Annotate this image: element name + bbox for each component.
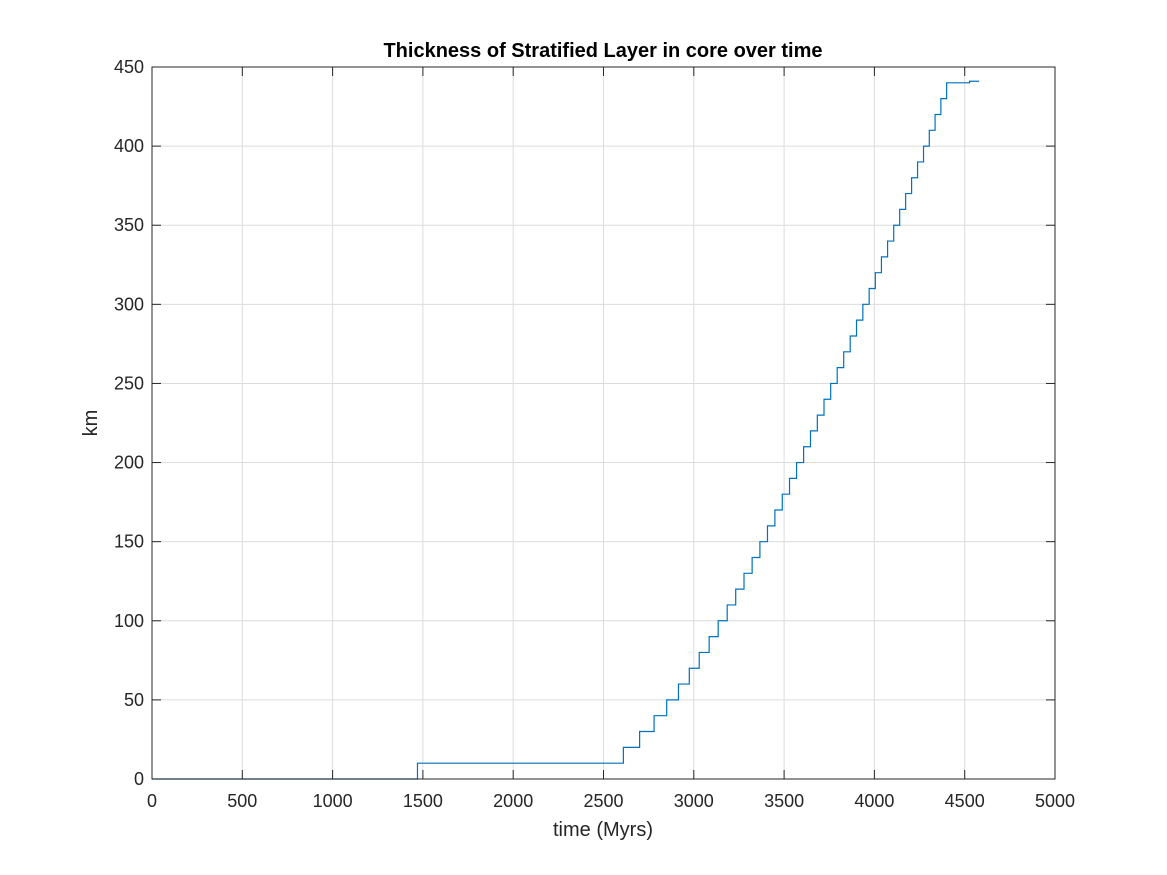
y-tick-label: 400: [114, 136, 144, 156]
x-tick-label: 4000: [854, 791, 894, 811]
x-axis-label: time (Myrs): [553, 819, 653, 841]
y-tick-label: 250: [114, 373, 144, 393]
x-tick-label: 5000: [1035, 791, 1075, 811]
x-tick-label: 3500: [764, 791, 804, 811]
x-tick-label: 1500: [403, 791, 443, 811]
x-axis-ticks: [151, 67, 1056, 779]
y-axis-ticks: [152, 66, 1055, 780]
x-tick-label: 1000: [313, 791, 353, 811]
x-tick-labels: 0 500 1000 1500 2000 2500 3000 3500 4000 4500 5000: [147, 791, 1075, 811]
series-layer: [152, 80, 980, 780]
x-tick-label: 0: [147, 791, 157, 811]
y-tick-label: 200: [114, 453, 144, 473]
y-tick-label: 100: [114, 611, 144, 631]
y-tick-labels: 0 50 100 150 200 250 300 350 400 450: [114, 57, 144, 789]
x-tick-label: 3000: [674, 791, 714, 811]
x-tick-label: 2000: [493, 791, 533, 811]
y-tick-label: 300: [114, 294, 144, 314]
y-tick-label: 450: [114, 57, 144, 77]
x-tick-label: 500: [227, 791, 257, 811]
x-tick-label: 2500: [583, 791, 623, 811]
y-tick-label: 150: [114, 532, 144, 552]
y-tick-label: 0: [134, 769, 144, 789]
y-axis-label: km: [80, 410, 102, 437]
series-line-0: [152, 80, 980, 780]
y-tick-label: 50: [124, 690, 144, 710]
chart-title: Thickness of Stratified Layer in core ov…: [383, 40, 822, 62]
x-tick-label: 4500: [945, 791, 985, 811]
y-tick-label: 350: [114, 215, 144, 235]
